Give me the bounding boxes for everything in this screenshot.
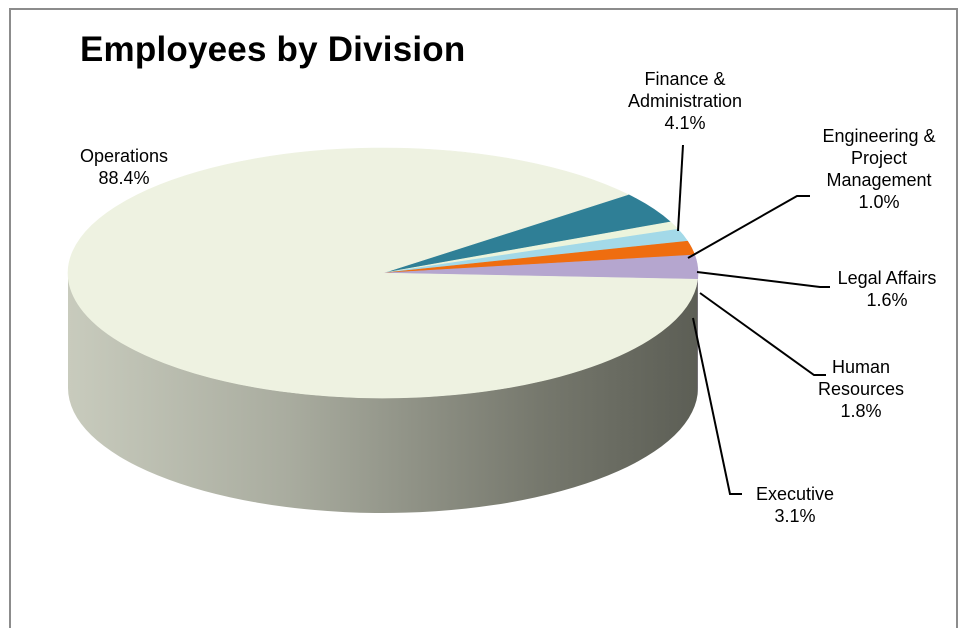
leader-line-finance <box>678 145 683 231</box>
leader-line-executive <box>693 318 742 494</box>
leader-line-engineering <box>688 196 810 258</box>
leader-lines <box>678 145 830 494</box>
pie-top-slices <box>68 148 698 398</box>
leader-line-hr <box>700 293 826 375</box>
leader-line-legal <box>697 272 830 287</box>
